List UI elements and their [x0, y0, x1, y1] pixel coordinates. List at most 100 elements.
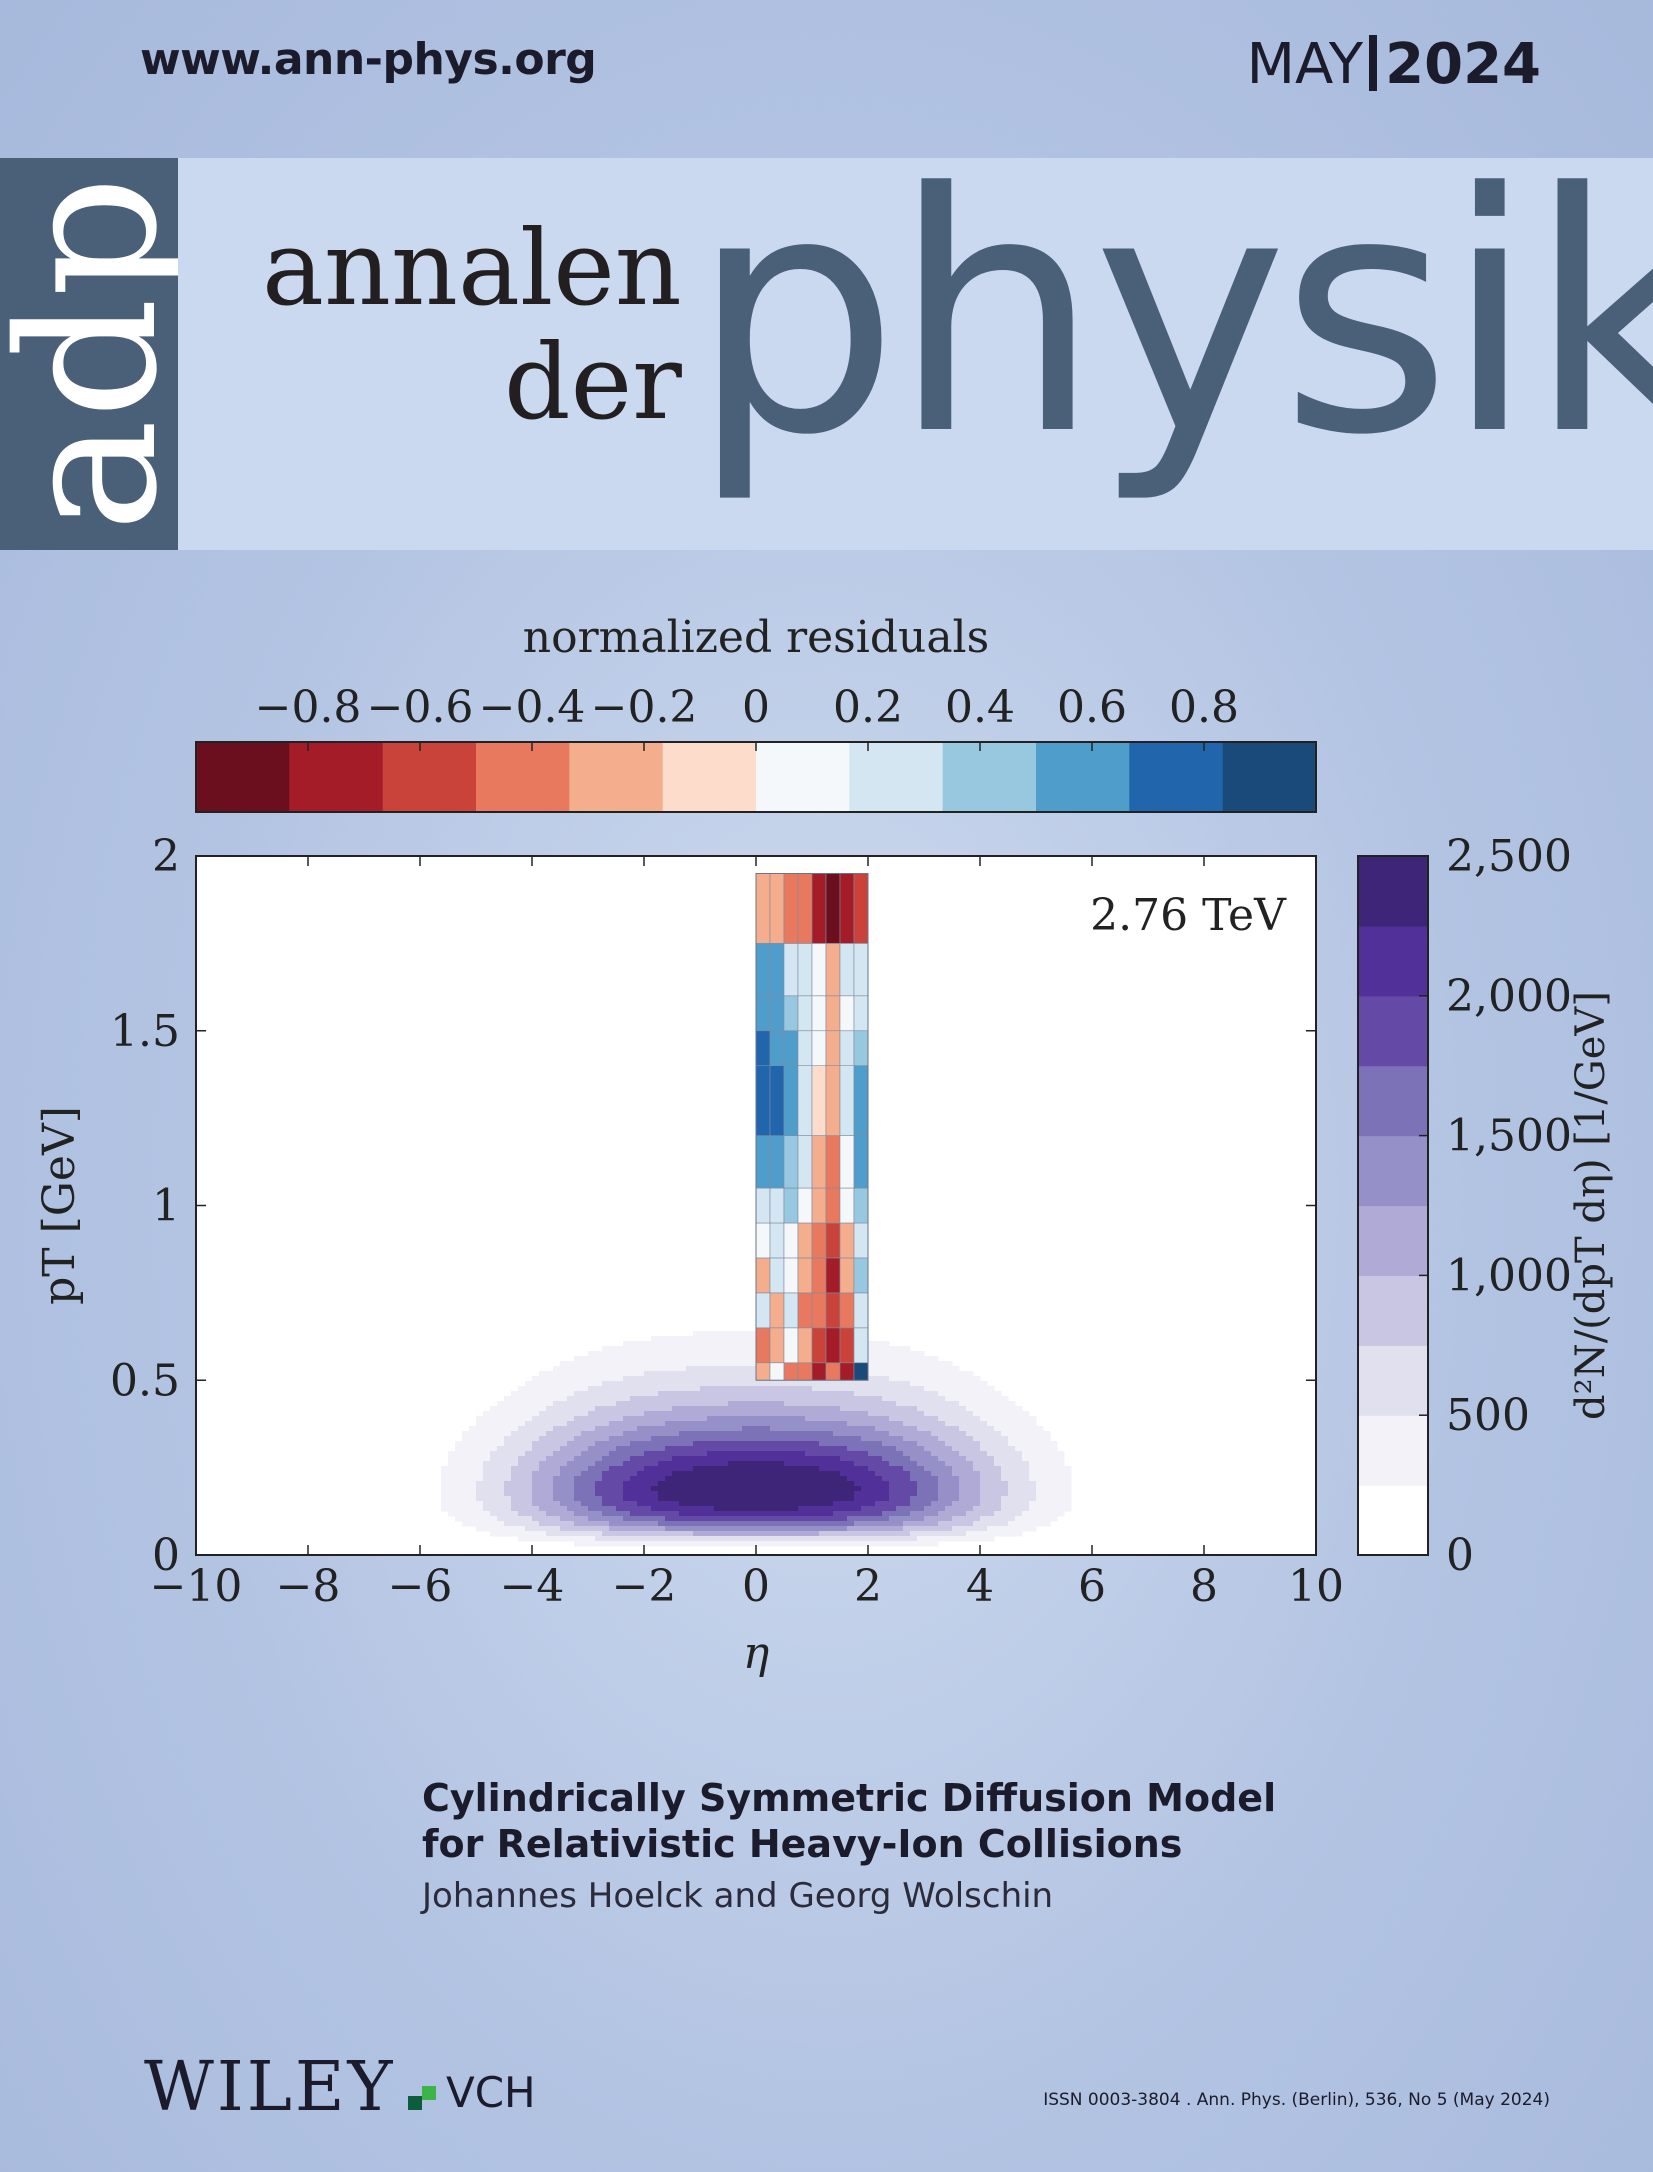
density-contour-cell [735, 1446, 743, 1452]
density-contour-cell [819, 1476, 827, 1482]
density-contour-cell [959, 1411, 967, 1417]
density-contour-cell [987, 1431, 995, 1437]
density-contour-cell [805, 1511, 813, 1517]
density-contour-cell [1022, 1456, 1030, 1462]
density-contour-cell [574, 1361, 582, 1367]
density-contour-cell [763, 1541, 771, 1547]
density-contour-cell [1001, 1491, 1009, 1497]
density-colorbar-tick-label: 500 [1446, 1390, 1530, 1441]
density-contour-cell [798, 1501, 806, 1507]
density-contour-cell [483, 1421, 491, 1427]
density-contour-cell [686, 1491, 694, 1497]
density-colorbar-label: d²N/(dpT dη) [1/GeV] [1568, 991, 1614, 1420]
density-contour-cell [504, 1416, 512, 1422]
density-contour-cell [1022, 1471, 1030, 1477]
density-contour-cell [952, 1466, 960, 1472]
density-contour-cell [833, 1531, 841, 1537]
density-contour-cell [630, 1496, 638, 1502]
density-contour-cell [889, 1351, 897, 1357]
density-contour-cell [476, 1521, 484, 1527]
density-contour-cell [994, 1391, 1002, 1397]
density-contour-cell [511, 1521, 519, 1527]
density-contour-cell [742, 1366, 750, 1372]
density-contour-cell [847, 1496, 855, 1502]
density-contour-cell [616, 1411, 624, 1417]
density-contour-cell [1029, 1506, 1037, 1512]
density-contour-cell [868, 1436, 876, 1442]
density-contour-cell [686, 1356, 694, 1362]
density-contour-cell [539, 1401, 547, 1407]
density-contour-cell [847, 1431, 855, 1437]
density-contour-cell [833, 1511, 841, 1517]
density-contour-cell [798, 1421, 806, 1427]
density-contour-cell [1022, 1461, 1030, 1467]
density-contour-cell [651, 1456, 659, 1462]
density-contour-cell [1029, 1431, 1037, 1437]
density-contour-cell [504, 1446, 512, 1452]
density-contour-cell [966, 1471, 974, 1477]
density-contour-cell [532, 1461, 540, 1467]
density-contour-cell [658, 1461, 666, 1467]
density-contour-cell [826, 1421, 834, 1427]
density-contour-cell [567, 1361, 575, 1367]
density-contour-cell [637, 1511, 645, 1517]
density-contour-cell [910, 1361, 918, 1367]
density-contour-cell [980, 1436, 988, 1442]
density-contour-cell [476, 1491, 484, 1497]
density-contour-cell [672, 1501, 680, 1507]
x-tick-label: 6 [1078, 1561, 1106, 1612]
density-contour-cell [959, 1506, 967, 1512]
density-contour-cell [665, 1401, 673, 1407]
density-contour-cell [665, 1521, 673, 1527]
density-contour-cell [1043, 1516, 1051, 1522]
density-contour-cell [637, 1426, 645, 1432]
density-contour-cell [889, 1526, 897, 1532]
density-contour-cell [945, 1526, 953, 1532]
residual-cell [839, 1187, 855, 1224]
density-contour-cell [721, 1471, 729, 1477]
density-contour-cell [931, 1411, 939, 1417]
density-contour-cell [784, 1511, 792, 1517]
residual-cell [769, 1292, 785, 1329]
density-contour-cell [497, 1476, 505, 1482]
density-contour-cell [476, 1426, 484, 1432]
density-contour-cell [966, 1376, 974, 1382]
density-contour-cell [826, 1531, 834, 1537]
density-contour-cell [840, 1451, 848, 1457]
density-contour-cell [630, 1511, 638, 1517]
density-contour-cell [826, 1486, 834, 1492]
density-contour-cell [658, 1336, 666, 1342]
density-contour-cell [574, 1471, 582, 1477]
density-contour-cell [651, 1446, 659, 1452]
density-contour-cell [469, 1451, 477, 1457]
residuals-colorbar: normalized residuals−0.8 −0.6 −0.4 −0.2 0 0.2… [195, 612, 1317, 813]
density-contour-cell [889, 1416, 897, 1422]
density-contour-cell [756, 1506, 764, 1512]
density-contour-cell [623, 1381, 631, 1387]
density-contour-cell [861, 1506, 869, 1512]
residuals-colorbar-segment [942, 742, 1037, 812]
density-contour-cell [868, 1356, 876, 1362]
density-contour-cell [637, 1516, 645, 1522]
density-contour-cell [805, 1441, 813, 1447]
density-contour-cell [665, 1391, 673, 1397]
density-contour-cell [959, 1466, 967, 1472]
density-contour-cell [518, 1536, 526, 1542]
density-contour-cell [896, 1531, 904, 1537]
density-contour-cell [574, 1506, 582, 1512]
density-contour-cell [567, 1501, 575, 1507]
density-contour-cell [490, 1421, 498, 1427]
density-contour-cell [763, 1476, 771, 1482]
density-contour-cell [700, 1451, 708, 1457]
density-contour-cell [609, 1366, 617, 1372]
density-contour-cell [1015, 1506, 1023, 1512]
density-contour-cell [882, 1476, 890, 1482]
density-contour-cell [637, 1521, 645, 1527]
density-contour-cell [875, 1356, 883, 1362]
density-contour-cell [833, 1501, 841, 1507]
density-contour-cell [574, 1406, 582, 1412]
density-contour-cell [686, 1431, 694, 1437]
density-contour-cell [875, 1451, 883, 1457]
density-contour-cell [903, 1541, 911, 1547]
density-contour-cell [987, 1496, 995, 1502]
